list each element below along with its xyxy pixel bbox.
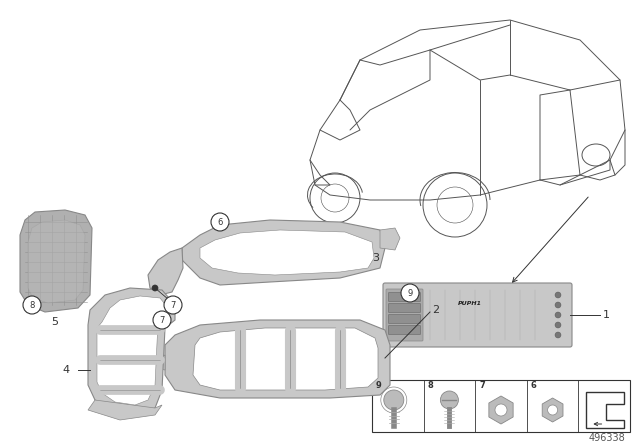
Circle shape xyxy=(384,390,404,410)
Text: 8: 8 xyxy=(428,381,433,390)
Polygon shape xyxy=(97,296,168,405)
Text: 2: 2 xyxy=(432,305,439,315)
Circle shape xyxy=(23,296,41,314)
Circle shape xyxy=(555,332,561,338)
Polygon shape xyxy=(193,328,378,390)
Text: 7: 7 xyxy=(170,301,176,310)
Circle shape xyxy=(211,213,229,231)
Polygon shape xyxy=(155,355,165,370)
Circle shape xyxy=(153,311,171,329)
Text: 1: 1 xyxy=(603,310,610,320)
Polygon shape xyxy=(88,288,175,415)
Circle shape xyxy=(164,296,182,314)
FancyBboxPatch shape xyxy=(388,326,420,335)
FancyBboxPatch shape xyxy=(388,293,420,302)
Text: 5: 5 xyxy=(51,317,58,327)
Circle shape xyxy=(495,404,507,416)
Text: PUPH1: PUPH1 xyxy=(458,301,482,306)
Text: 7: 7 xyxy=(479,381,485,390)
Text: 9: 9 xyxy=(376,381,381,390)
Circle shape xyxy=(555,312,561,318)
FancyBboxPatch shape xyxy=(386,289,423,341)
Text: 6: 6 xyxy=(218,217,223,227)
FancyBboxPatch shape xyxy=(383,283,572,347)
Polygon shape xyxy=(165,320,390,398)
Text: 6: 6 xyxy=(531,381,537,390)
Text: 496338: 496338 xyxy=(588,433,625,443)
Circle shape xyxy=(555,302,561,308)
Polygon shape xyxy=(200,230,374,275)
Circle shape xyxy=(440,391,458,409)
Polygon shape xyxy=(380,228,400,250)
Polygon shape xyxy=(28,220,85,303)
Circle shape xyxy=(555,292,561,298)
Circle shape xyxy=(548,405,557,415)
Circle shape xyxy=(555,322,561,328)
Polygon shape xyxy=(182,220,385,285)
Polygon shape xyxy=(88,400,162,420)
FancyBboxPatch shape xyxy=(388,303,420,313)
Text: 4: 4 xyxy=(62,365,69,375)
Text: 9: 9 xyxy=(408,289,413,297)
Text: 8: 8 xyxy=(29,301,35,310)
Polygon shape xyxy=(148,248,183,295)
Text: 7: 7 xyxy=(159,315,164,324)
Polygon shape xyxy=(20,210,92,312)
FancyBboxPatch shape xyxy=(388,314,420,323)
Text: 3: 3 xyxy=(372,253,379,263)
Circle shape xyxy=(401,284,419,302)
Circle shape xyxy=(152,285,158,291)
